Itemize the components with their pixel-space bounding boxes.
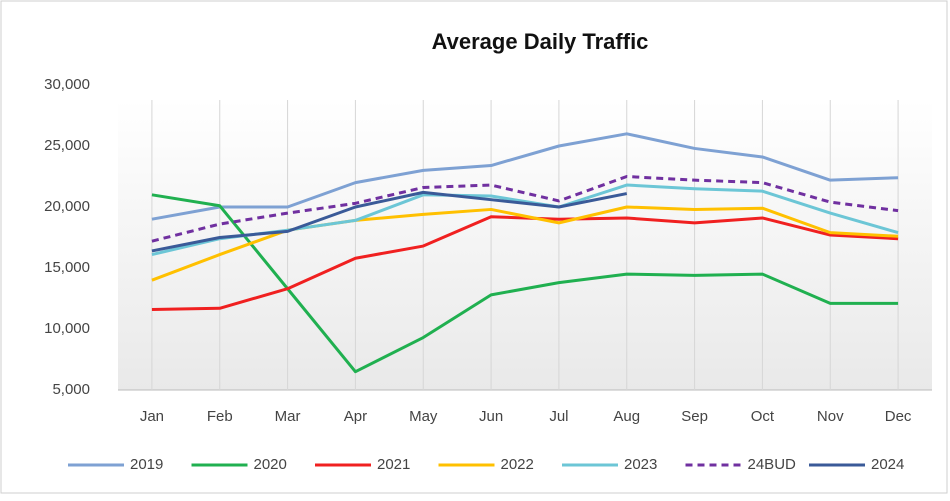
x-tick-label: Sep — [681, 408, 708, 425]
legend-label: 2023 — [624, 456, 657, 473]
x-tick-label: Oct — [751, 408, 775, 425]
chart-title: Average Daily Traffic — [432, 29, 649, 54]
plot-background — [118, 100, 932, 390]
x-tick-label: Feb — [207, 408, 233, 425]
series-line — [151, 205, 899, 282]
y-tick-label: 5,000 — [52, 381, 90, 398]
y-tick-label: 10,000 — [44, 320, 90, 337]
series-line — [151, 215, 899, 311]
legend-label: 2021 — [377, 456, 410, 473]
x-tick-label: Aug — [613, 408, 640, 425]
x-tick-label: Jul — [549, 408, 568, 425]
series-line — [151, 190, 628, 253]
x-tick-label: Nov — [817, 408, 844, 425]
legend-label: 2019 — [130, 456, 163, 473]
series-line — [151, 193, 899, 374]
x-tick-label: Jun — [479, 408, 503, 425]
legend-label: 24BUD — [748, 456, 797, 473]
x-tick-label: Dec — [885, 408, 912, 425]
series-line — [151, 132, 899, 221]
legend-label: 2020 — [254, 456, 287, 473]
x-tick-label: Apr — [344, 408, 367, 425]
x-tick-label: Jan — [140, 408, 164, 425]
legend-label: 2022 — [501, 456, 534, 473]
y-tick-label: 30,000 — [44, 76, 90, 93]
x-tick-label: May — [409, 408, 438, 425]
y-tick-label: 20,000 — [44, 198, 90, 215]
x-tick-label: Mar — [275, 408, 301, 425]
y-tick-label: 25,000 — [44, 137, 90, 154]
y-tick-label: 15,000 — [44, 259, 90, 276]
legend-label: 2024 — [871, 456, 904, 473]
